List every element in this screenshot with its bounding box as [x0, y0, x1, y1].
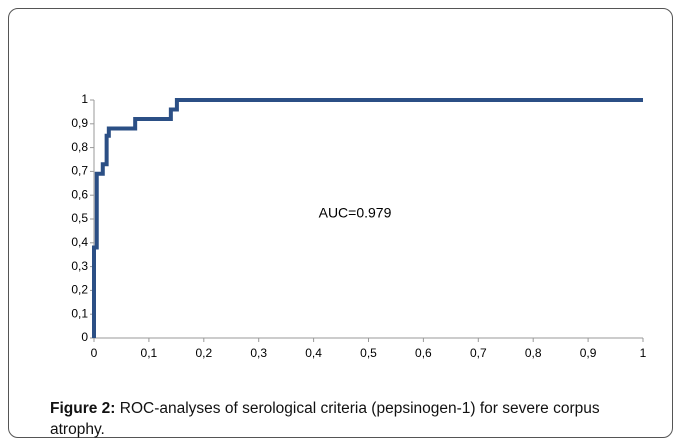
- y-tick-label: 0,1: [71, 306, 88, 320]
- y-tick-label: 0,7: [71, 164, 88, 178]
- y-tick-label: 1: [81, 92, 88, 106]
- y-tick-label: 0,6: [71, 187, 88, 201]
- x-tick-label: 0,8: [525, 346, 542, 360]
- y-tick-label: 0,2: [71, 283, 88, 297]
- x-tick-label: 0: [91, 346, 98, 360]
- y-tick-label: 0,9: [71, 116, 88, 130]
- y-tick-label: 0,3: [71, 259, 88, 273]
- y-tick-label: 0: [81, 330, 88, 344]
- x-tick-label: 0,3: [250, 346, 267, 360]
- x-tick-label: 1: [640, 346, 647, 360]
- x-tick-label: 0,1: [141, 346, 158, 360]
- x-tick-label: 0,7: [470, 346, 487, 360]
- caption: Figure 2: ROC-analyses of serological cr…: [50, 398, 650, 440]
- figure-frame: [8, 8, 673, 438]
- x-tick-label: 0,4: [305, 346, 322, 360]
- caption-label: Figure 2:: [50, 400, 116, 417]
- annotation: AUC=0.979: [319, 205, 392, 221]
- y-tick-label: 0,4: [71, 235, 88, 249]
- x-tick-label: 0,9: [580, 346, 597, 360]
- x-tick-label: 0,5: [360, 346, 377, 360]
- y-tick-label: 0,8: [71, 140, 88, 154]
- x-tick-label: 0,2: [195, 346, 212, 360]
- x-tick-label: 0,6: [415, 346, 432, 360]
- caption-text: ROC-analyses of serological criteria (pe…: [50, 400, 600, 438]
- roc-curve: [92, 98, 643, 338]
- y-tick-label: 0,5: [71, 211, 88, 225]
